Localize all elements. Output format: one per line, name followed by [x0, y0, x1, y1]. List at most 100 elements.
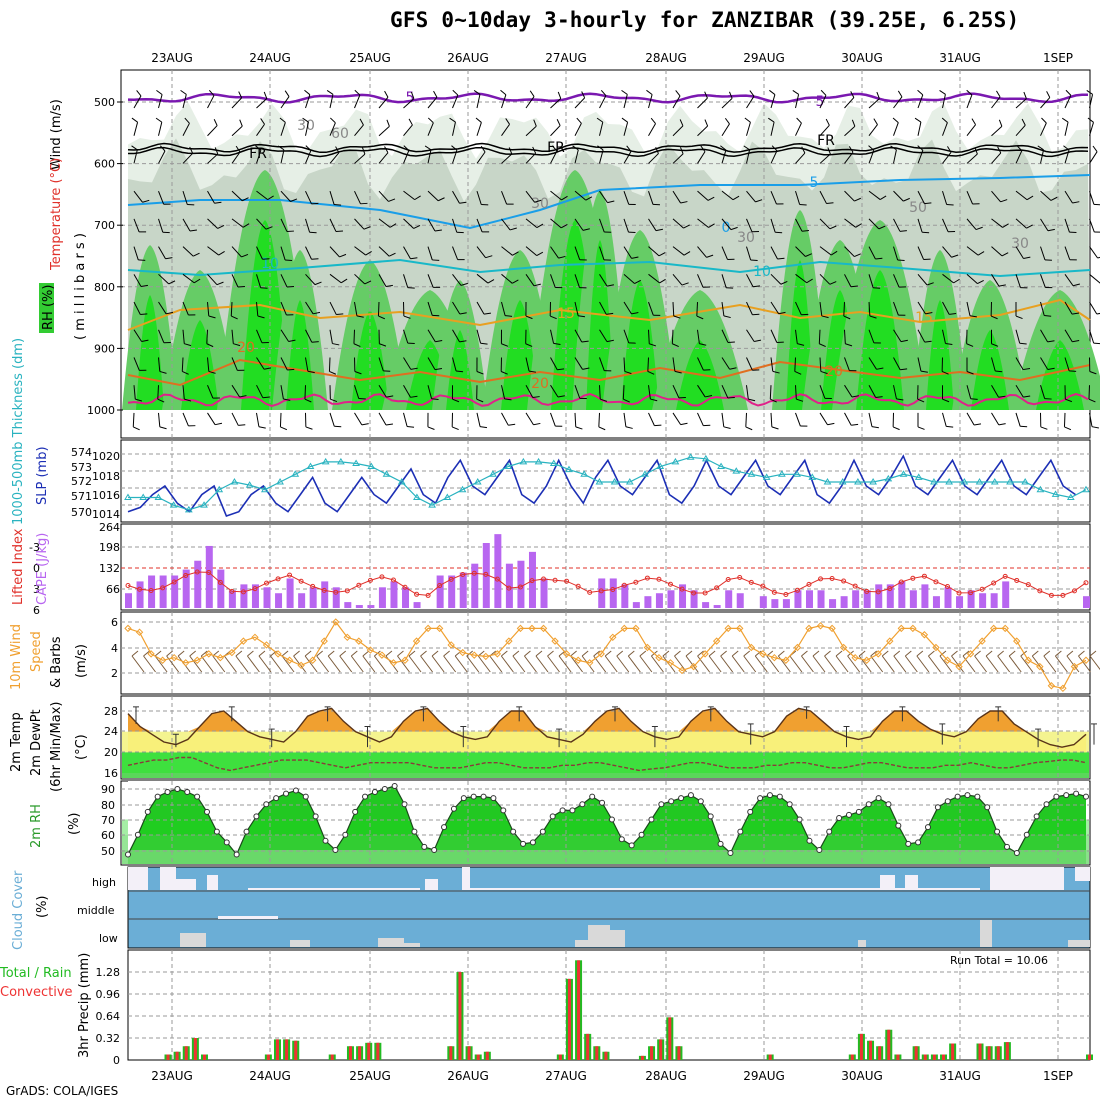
rh-point — [727, 850, 734, 856]
temp-ylabel-4: (°C) — [74, 734, 89, 760]
wind-barb-flag — [1021, 118, 1026, 126]
cloud-low-patch — [588, 925, 610, 947]
tick-label: 0.32 — [96, 1032, 121, 1045]
wind-barb — [452, 246, 459, 260]
wind-barb-flag — [696, 315, 704, 320]
wind-barb — [697, 246, 707, 258]
tick-label: 70 — [101, 814, 115, 827]
lifted-index-point — [702, 590, 708, 596]
cloud-low-patch — [378, 938, 404, 947]
rh-band-90 — [856, 270, 904, 410]
wind-barb — [770, 121, 775, 136]
tick-label: 572 — [71, 475, 92, 488]
lifted-index-point — [171, 579, 177, 585]
wind-barb — [212, 655, 226, 673]
contour-freezing-2 — [128, 146, 1089, 158]
wind-barb-flag — [1092, 145, 1098, 152]
wind-speed-point — [1082, 656, 1090, 664]
cloud-low-patch — [290, 940, 310, 947]
wind-speed-point — [1001, 624, 1009, 633]
wind-barb — [708, 655, 722, 673]
rh-point — [648, 816, 655, 823]
wind-barb-flag — [1072, 201, 1080, 204]
wind-barb-flag — [311, 258, 319, 260]
wind-barb-flag — [235, 145, 241, 153]
precip-run-total: Run Total = 10.06 — [950, 954, 1048, 967]
wind-barb-flag — [136, 90, 142, 97]
wind-barb-flag — [900, 339, 908, 343]
wind-barb — [672, 412, 682, 425]
wind-barb — [966, 412, 975, 426]
lifted-index-point — [333, 589, 339, 595]
wind-barb-flag — [606, 339, 614, 343]
wind-barb-flag — [723, 315, 731, 319]
wind-barb-flag — [897, 259, 905, 261]
wind-speed-point — [228, 648, 236, 657]
rh-point — [924, 824, 931, 831]
wind-barb-flag — [821, 315, 829, 319]
precip-convective-bar — [567, 978, 571, 1060]
wind-barb — [770, 329, 778, 343]
wind-barb-flag — [189, 229, 197, 232]
wind-barb — [647, 357, 649, 372]
rh-point — [529, 839, 536, 846]
wind-speed-point — [1036, 662, 1044, 671]
wind-barb-flag — [449, 117, 456, 123]
cape-bar — [921, 584, 929, 608]
wind-barb-flag — [704, 91, 708, 99]
wind-barb — [721, 218, 732, 230]
tick-label: 574 — [71, 446, 92, 459]
wind-barb-flag — [208, 315, 216, 319]
wind-barb — [158, 301, 167, 315]
wind-barb-flag — [624, 370, 632, 375]
rh-point — [322, 837, 329, 844]
cape-bar — [332, 587, 340, 608]
wind-barb — [158, 246, 166, 259]
wind-barb-flag — [971, 118, 976, 125]
wind-barb-flag — [925, 312, 933, 315]
wind-speed-point — [678, 666, 686, 675]
cape-bar — [263, 587, 271, 608]
wind-barb — [985, 655, 999, 673]
precip-convective-bar — [996, 1046, 1000, 1060]
tick-label: 1020 — [92, 450, 120, 463]
precip-ylabel-2: Convective — [0, 985, 73, 1000]
wind-barb — [697, 329, 700, 344]
wind-barb — [231, 274, 239, 288]
precip-convective-bar — [202, 1054, 206, 1060]
wind-barb — [231, 329, 234, 344]
tick-label: 900 — [94, 342, 115, 355]
wind-ylabel-2: Speed — [29, 631, 44, 672]
wind-barb — [770, 218, 776, 233]
wind-barb-flag — [830, 250, 838, 256]
wind-barb-flag — [214, 147, 219, 155]
wind-barb-flag — [679, 147, 684, 154]
wind-barb — [466, 655, 480, 673]
wind-speed-point — [193, 656, 201, 664]
wind-barb — [604, 655, 618, 673]
wind-barb — [1089, 655, 1100, 671]
wind-barb — [745, 412, 747, 427]
wind-ylabel-1: 10m Wind — [9, 624, 24, 690]
cape-bar — [159, 575, 167, 608]
wind-barb — [616, 655, 630, 673]
wind-barb-flag — [625, 426, 633, 429]
cloud-mid-patch — [218, 916, 270, 919]
wind-barb-flag — [1040, 426, 1048, 430]
cape-bar — [448, 575, 456, 608]
thickness-point — [154, 493, 163, 500]
tick-label: 573 — [71, 461, 92, 474]
lifted-index-point — [1060, 592, 1066, 598]
lifted-index-point — [783, 591, 789, 597]
wind-barb — [623, 412, 627, 427]
thickness-point — [930, 478, 938, 485]
wind-barb-flag — [819, 343, 826, 348]
wind-barb — [868, 98, 880, 109]
wind-barb-flag — [1064, 426, 1072, 431]
thickness-point — [717, 462, 725, 470]
rh-point — [845, 811, 852, 818]
wind-barb-flag — [600, 89, 607, 96]
wind-barb — [917, 94, 924, 109]
wind-barb — [795, 218, 803, 232]
wind-barb-flag — [1065, 398, 1073, 403]
